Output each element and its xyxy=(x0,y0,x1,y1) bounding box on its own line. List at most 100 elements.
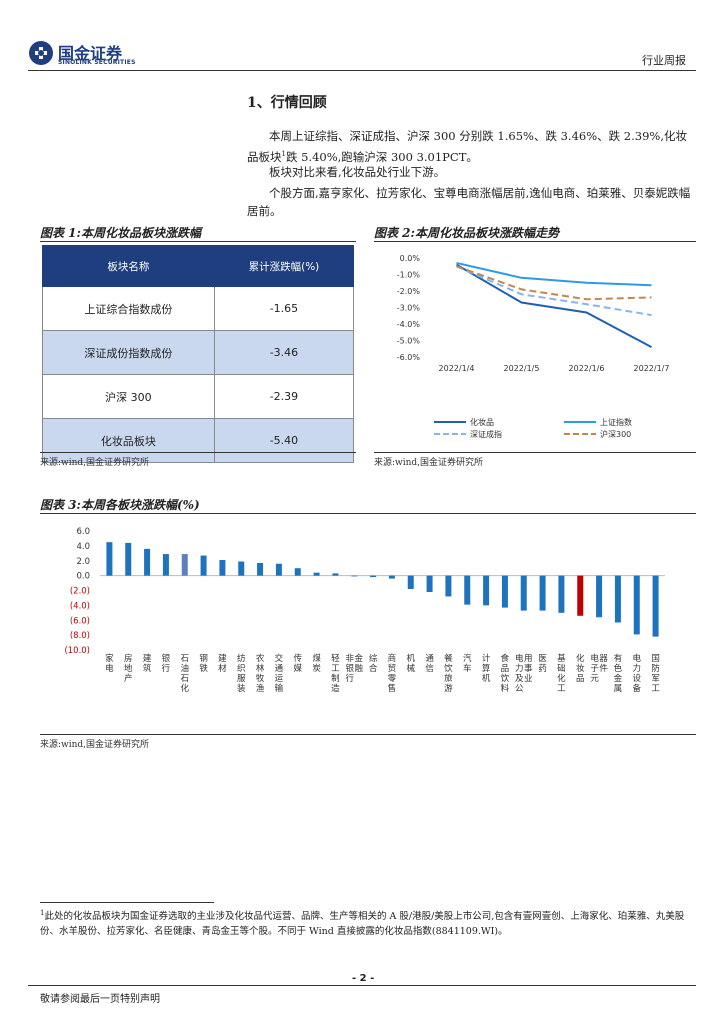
logo-name-cn: 国金证券 xyxy=(58,44,123,63)
section-title: 1、行情回顾 xyxy=(247,95,327,111)
series-line xyxy=(456,261,652,287)
y-tick-label: (8.0) xyxy=(70,631,90,641)
bar xyxy=(445,575,452,597)
fig2-caption-rule xyxy=(374,241,696,242)
fig1-header-change: 累计涨跌幅(%) xyxy=(213,245,355,287)
x-tick-label: 建材 xyxy=(218,653,227,674)
x-tick-label: 轻工制造 xyxy=(331,653,340,694)
bar xyxy=(652,575,659,637)
x-tick-label: 汽车 xyxy=(463,653,472,674)
x-tick-label: 2022/1/6 xyxy=(569,364,605,373)
x-tick-label: 有色金属 xyxy=(614,653,623,694)
bar xyxy=(162,554,169,576)
legend-label: 沪深300 xyxy=(600,429,631,439)
table-row: 上证综合指数成份 -1.65 xyxy=(42,286,355,331)
x-tick-label: 交通运输 xyxy=(275,653,284,694)
company-logo: 国金证券 SINOLINK SECURITIES xyxy=(28,40,138,70)
footer-divider xyxy=(28,985,696,986)
footer-disclaimer: 敬请参阅最后一页特别声明 xyxy=(40,994,160,1005)
x-tick-label: 通信 xyxy=(425,653,434,674)
legend-label: 化妆品 xyxy=(470,417,494,427)
table-row: 化妆品板块 -5.40 xyxy=(42,418,355,463)
bar xyxy=(200,555,207,576)
y-tick-label: (10.0) xyxy=(64,646,90,656)
bar xyxy=(407,575,414,590)
fig1-source: 来源:wind,国金证券研究所 xyxy=(40,458,150,468)
footnote-text: 此处的化妆品板块为国金证券选取的主业涉及化妆品代运营、品牌、生产等相关的 A 股… xyxy=(40,911,685,938)
y-tick-label: -3.0% xyxy=(397,304,421,313)
x-tick-label: 房地产 xyxy=(124,653,133,684)
y-tick-label: -5.0% xyxy=(397,337,421,346)
x-tick-label: 2022/1/4 xyxy=(439,364,475,373)
fig3-bar-chart: 6.0 4.0 2.0 0.0 (2.0) (4.0) (6.0) (8.0) (10.0) 家电… xyxy=(64,527,665,694)
y-tick-label: 2.0 xyxy=(76,557,90,567)
x-tick-label: 电力设备 xyxy=(632,653,641,694)
legend-label: 上证指数 xyxy=(600,417,632,427)
bar xyxy=(539,575,546,611)
x-tick-label: 钢铁 xyxy=(199,653,208,674)
fig1-bottom-rule xyxy=(40,452,356,453)
x-tick-label: 煤炭 xyxy=(312,653,321,674)
fig1-caption-rule xyxy=(40,241,356,242)
bar xyxy=(294,568,301,576)
paragraph-2: 板块对比来看,化妆品处行业下游。 xyxy=(269,165,446,179)
fig3-source: 来源:wind,国金证券研究所 xyxy=(40,740,150,750)
y-tick-label: (6.0) xyxy=(70,616,90,626)
x-tick-label: 医药 xyxy=(538,654,547,674)
series-line xyxy=(456,265,652,301)
paragraph-1-main: 本周上证综指、深证成指、沪深 300 分别跌 1.65%、跌 3.46%、跌 2… xyxy=(247,129,687,164)
bar xyxy=(596,575,603,618)
x-tick-label: 纺织服装 xyxy=(237,653,246,694)
bar xyxy=(464,575,471,605)
x-tick-label: 国防军工 xyxy=(651,654,660,694)
x-tick-label: 机械 xyxy=(406,653,415,674)
x-tick-label: 用事业 xyxy=(524,654,533,684)
bar xyxy=(370,575,377,578)
x-tick-label: 综合 xyxy=(369,653,378,674)
bar xyxy=(257,562,264,576)
x-tick-label: 电子元 xyxy=(590,653,599,684)
x-tick-label: 计算机 xyxy=(482,653,491,684)
footnote: 1此处的化妆品板块为国金证券选取的主业涉及化妆品代运营、品牌、生产等相关的 A … xyxy=(40,906,690,939)
fig1-table: 板块名称 累计涨跌幅(%) 上证综合指数成份 -1.65 深证成份指数成份 -3… xyxy=(42,245,355,463)
page-number: - 2 - xyxy=(352,973,375,984)
bar xyxy=(483,575,490,606)
bar xyxy=(219,560,226,576)
y-tick-label: 4.0 xyxy=(76,542,90,552)
footnote-mark: 1 xyxy=(40,909,45,917)
fig3-bottom-rule xyxy=(40,734,696,735)
series-line xyxy=(456,265,652,317)
y-tick-label: -1.0% xyxy=(397,271,421,280)
x-tick-label: 传媒 xyxy=(293,653,302,674)
x-tick-label: 电力及公 xyxy=(515,653,524,694)
logo-icon xyxy=(29,41,53,65)
x-tick-label: 食品饮料 xyxy=(501,653,510,694)
legend-label: 深证成指 xyxy=(470,429,502,439)
bar xyxy=(501,575,508,608)
bar xyxy=(238,561,245,576)
header-divider xyxy=(28,70,696,71)
bar xyxy=(633,575,640,635)
x-tick-label: 石油石化 xyxy=(180,654,189,694)
x-tick-label: 非银行 xyxy=(345,653,354,684)
y-tick-label: -6.0% xyxy=(397,353,421,362)
bar xyxy=(614,575,621,623)
bar xyxy=(106,542,113,576)
y-tick-label: 6.0 xyxy=(76,527,90,537)
x-tick-label: 商贸零售 xyxy=(388,653,397,694)
row-value: -1.65 xyxy=(213,286,355,331)
logo-name-en: SINOLINK SECURITIES xyxy=(58,59,136,66)
x-tick-label: 餐饮旅游 xyxy=(444,654,453,694)
fig3-caption: 图表 3:本周各板块涨跌幅(%) xyxy=(40,498,200,512)
y-tick-label: (2.0) xyxy=(70,587,90,597)
bar xyxy=(181,554,188,576)
bar xyxy=(558,575,565,613)
fig2-bottom-rule xyxy=(374,452,696,453)
x-tick-label: 2022/1/7 xyxy=(634,364,670,373)
y-tick-label: (4.0) xyxy=(70,601,90,611)
row-name: 沪深 300 xyxy=(42,374,215,419)
paragraph-1-tail: 跌 5.40%,跑输沪深 300 3.01PCT。 xyxy=(285,149,478,164)
fig2-caption: 图表 2:本周化妆品板块涨跌幅走势 xyxy=(374,226,559,240)
bar xyxy=(125,542,132,576)
row-value: -3.46 xyxy=(213,330,355,375)
